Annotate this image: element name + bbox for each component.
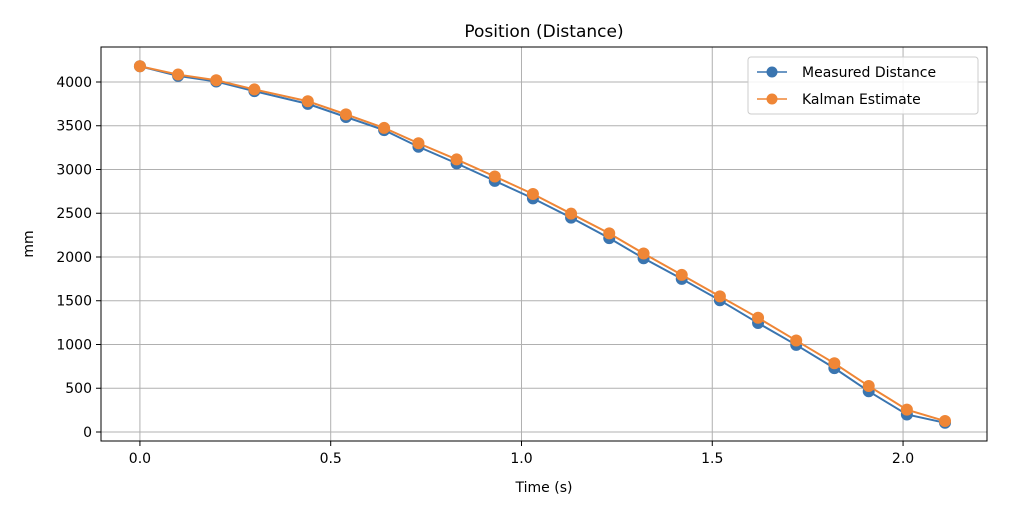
data-point: [450, 153, 463, 166]
y-tick-label: 500: [65, 381, 92, 397]
data-point: [603, 227, 616, 240]
y-tick-label: 1500: [56, 294, 92, 310]
data-point: [378, 121, 391, 134]
x-tick-label: 1.5: [701, 451, 723, 467]
data-point: [526, 187, 539, 200]
data-point: [862, 380, 875, 393]
series-line: [139, 65, 946, 424]
data-point: [713, 290, 726, 303]
x-tick-label: 1.0: [510, 451, 532, 467]
y-tick-label: 2500: [56, 206, 92, 222]
data-point: [900, 403, 913, 416]
chart-title: Position (Distance): [464, 22, 623, 42]
y-tick-label: 2000: [56, 250, 92, 266]
data-point: [488, 170, 501, 183]
data-point: [637, 247, 650, 260]
legend-marker-kalman: [766, 93, 778, 105]
y-tick-label: 0: [83, 425, 92, 441]
data-point: [248, 83, 261, 96]
legend-label-measured: Measured Distance: [802, 65, 936, 81]
series-kalman-estimate: [133, 60, 952, 428]
data-point: [565, 207, 578, 220]
y-tick-label: 3500: [56, 119, 92, 135]
legend-marker-measured: [766, 66, 778, 78]
data-point: [210, 74, 223, 87]
legend: Measured Distance Kalman Estimate: [747, 56, 979, 115]
x-tick-label: 0.0: [129, 451, 151, 467]
data-point: [172, 68, 185, 81]
data-point: [301, 95, 314, 108]
series-measured-distance: [133, 60, 952, 429]
data-point: [675, 268, 688, 281]
plot-frame: [100, 46, 988, 442]
y-tick-label: 1000: [56, 337, 92, 353]
data-point: [339, 108, 352, 121]
data-point: [412, 137, 425, 150]
y-tick-label: 3000: [56, 162, 92, 178]
x-axis-label: Time (s): [515, 480, 573, 496]
data-point: [790, 334, 803, 347]
series-line: [139, 65, 946, 423]
data-point: [752, 311, 765, 324]
y-tick-label: 4000: [56, 75, 92, 91]
data-point: [828, 357, 841, 370]
legend-label-kalman: Kalman Estimate: [802, 92, 921, 108]
x-tick-label: 0.5: [320, 451, 342, 467]
data-point: [133, 60, 146, 73]
data-point: [939, 415, 952, 428]
x-tick-label: 2.0: [892, 451, 914, 467]
y-axis-label: mm: [21, 230, 37, 257]
